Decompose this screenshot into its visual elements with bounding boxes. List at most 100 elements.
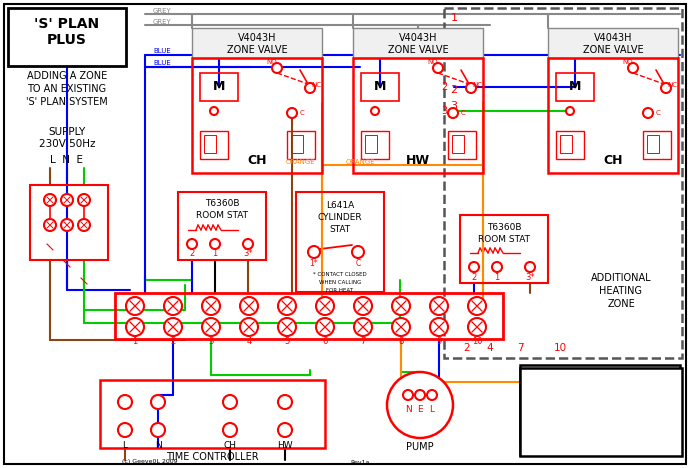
Bar (448, 131, 476, 159)
Circle shape (164, 318, 182, 336)
Text: SUPPLY: SUPPLY (48, 127, 86, 137)
Circle shape (566, 107, 574, 115)
Circle shape (316, 318, 334, 336)
Text: 10: 10 (553, 343, 566, 353)
Text: 1: 1 (494, 272, 500, 281)
Circle shape (468, 318, 486, 336)
Bar (291, 135, 303, 153)
Text: ZONE VALVE: ZONE VALVE (388, 45, 448, 55)
Text: ZONE: ZONE (607, 299, 635, 309)
Text: 2: 2 (451, 85, 457, 95)
Bar (204, 135, 216, 153)
Bar (560, 135, 572, 153)
Text: NO: NO (428, 59, 438, 65)
Circle shape (448, 108, 458, 118)
Text: 9: 9 (436, 337, 442, 346)
Circle shape (202, 297, 220, 315)
Circle shape (433, 63, 443, 73)
Text: ADDITIONAL: ADDITIONAL (591, 273, 651, 283)
Circle shape (469, 262, 479, 272)
Text: M: M (569, 80, 581, 94)
Text: CH: CH (224, 440, 237, 449)
Circle shape (44, 219, 56, 231)
Text: HW: HW (406, 154, 430, 168)
Text: 1: 1 (213, 249, 217, 258)
Circle shape (243, 239, 253, 249)
Text: 1: 1 (451, 13, 457, 23)
Text: OPTION 1:: OPTION 1: (569, 378, 633, 388)
Circle shape (151, 423, 165, 437)
Bar (520, 382, 595, 442)
Circle shape (492, 262, 502, 272)
Bar (200, 131, 228, 159)
Text: 'S' PLAN: 'S' PLAN (34, 17, 99, 31)
Circle shape (223, 423, 237, 437)
Circle shape (308, 246, 320, 258)
Text: L641A: L641A (326, 200, 354, 210)
Text: TIME CONTROLLER: TIME CONTROLLER (166, 452, 258, 462)
Text: BOILER: BOILER (539, 449, 575, 459)
Circle shape (643, 108, 653, 118)
Bar (365, 135, 377, 153)
Circle shape (466, 83, 476, 93)
Text: 3*: 3* (243, 249, 253, 258)
Circle shape (164, 297, 182, 315)
Text: NC: NC (472, 82, 482, 88)
Circle shape (278, 395, 292, 409)
Circle shape (392, 318, 410, 336)
Circle shape (278, 318, 296, 336)
Circle shape (240, 318, 258, 336)
Circle shape (430, 297, 448, 315)
Bar (200, 73, 238, 101)
Text: 1: 1 (132, 337, 137, 346)
Circle shape (223, 395, 237, 409)
Bar (353, 58, 483, 173)
Circle shape (316, 297, 334, 315)
Bar (296, 192, 384, 292)
Text: L: L (123, 440, 128, 449)
Text: V4043H: V4043H (238, 33, 276, 43)
Text: 4: 4 (246, 337, 252, 346)
Text: (c) Geeve0L 2009: (c) Geeve0L 2009 (122, 460, 178, 465)
Circle shape (392, 297, 410, 315)
Text: ADDING A ZONE: ADDING A ZONE (27, 71, 107, 81)
Bar (548, 28, 678, 58)
Text: CH: CH (247, 154, 267, 168)
Text: N: N (404, 405, 411, 415)
Text: 7: 7 (517, 343, 523, 353)
Text: BLUE: BLUE (153, 48, 171, 54)
Text: ZONE VALVE: ZONE VALVE (582, 45, 643, 55)
Text: CYLINDER: CYLINDER (317, 212, 362, 221)
Text: ORANGE: ORANGE (285, 159, 315, 165)
Text: 230V 50Hz: 230V 50Hz (39, 139, 95, 149)
Circle shape (570, 394, 582, 406)
Circle shape (287, 108, 297, 118)
Bar (8, 8, 126, 66)
Circle shape (126, 318, 144, 336)
Text: HEATING: HEATING (600, 286, 642, 296)
Bar (520, 365, 680, 455)
Bar (520, 368, 682, 456)
Text: 4: 4 (486, 343, 493, 353)
Circle shape (151, 395, 165, 409)
Circle shape (387, 372, 453, 438)
Text: FOR HEAT: FOR HEAT (326, 287, 353, 292)
Text: PLUS: PLUS (47, 33, 87, 47)
Text: V4043H: V4043H (399, 33, 437, 43)
Circle shape (210, 107, 218, 115)
Circle shape (354, 297, 372, 315)
Text: 5: 5 (284, 337, 290, 346)
Bar (452, 135, 464, 153)
Text: GREY: GREY (152, 19, 171, 25)
Bar (361, 73, 399, 101)
Circle shape (403, 390, 413, 400)
Text: L  N  E: L N E (50, 155, 83, 165)
Text: M: M (213, 80, 225, 94)
Text: 2: 2 (441, 82, 447, 92)
Circle shape (628, 63, 638, 73)
Text: ROOM STAT: ROOM STAT (196, 212, 248, 220)
Text: CONVENTIONAL STAT: CONVENTIONAL STAT (549, 397, 653, 407)
Text: 8: 8 (398, 337, 404, 346)
Bar (353, 28, 483, 58)
Text: NC: NC (667, 82, 677, 88)
